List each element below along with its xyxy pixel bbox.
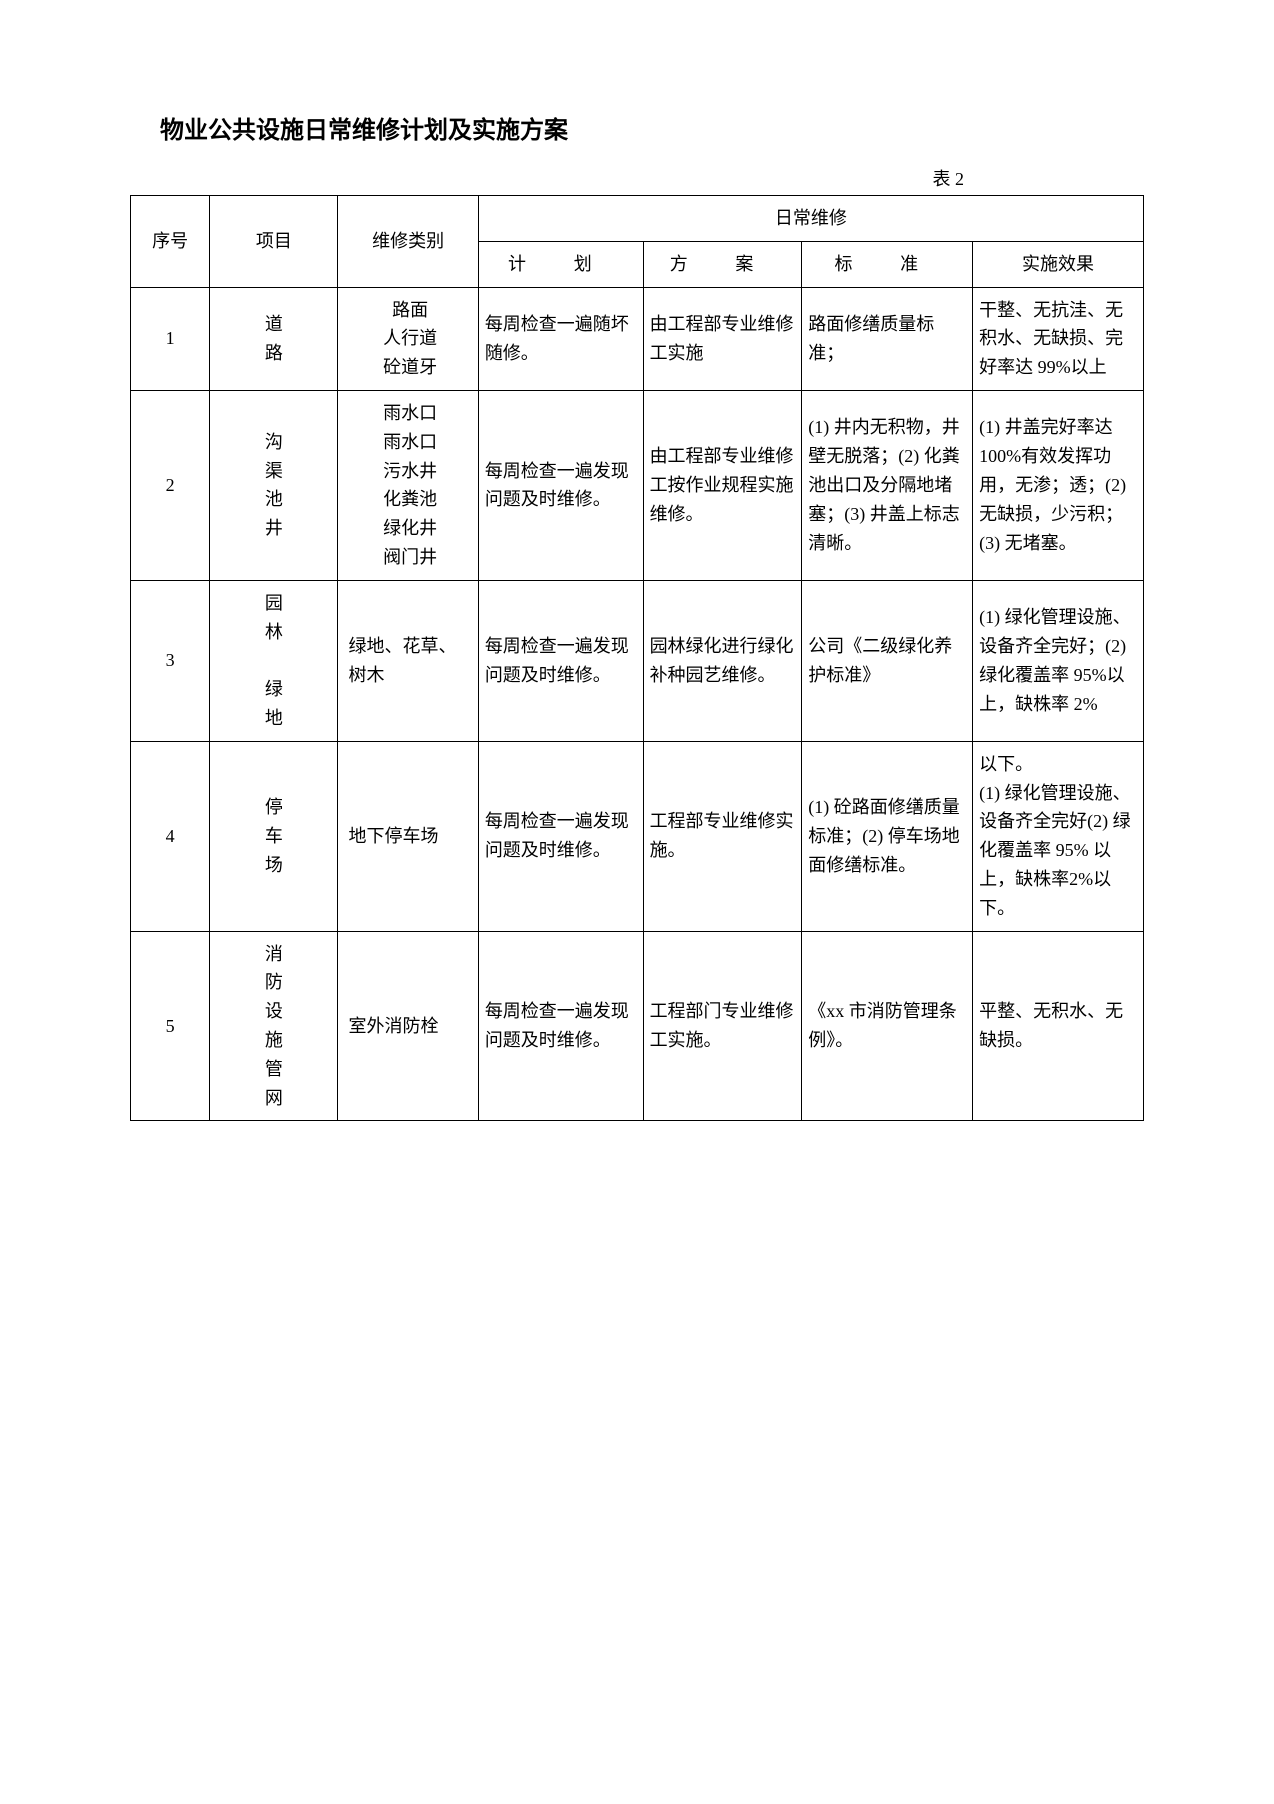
cell-type: 绿地、花草、树木 — [338, 580, 478, 741]
header-seq: 序号 — [131, 196, 210, 288]
table-row: 4停车场地下停车场每周检查一遍发现问题及时维修。工程部专业维修实施。(1) 砼路… — [131, 741, 1144, 931]
cell-plan: 每周检查一遍发现问题及时维修。 — [478, 741, 643, 931]
header-method: 方 案 — [643, 241, 802, 287]
cell-item: 停车场 — [210, 741, 338, 931]
cell-seq: 3 — [131, 580, 210, 741]
cell-plan: 每周检查一遍随坏随修。 — [478, 287, 643, 390]
cell-seq: 2 — [131, 390, 210, 580]
cell-standard: (1) 井内无积物，井壁无脱落；(2) 化粪池出口及分隔地堵塞；(3) 井盖上标… — [802, 390, 973, 580]
table-body: 1道路路面人行道砼道牙每周检查一遍随坏随修。由工程部专业维修工实施路面修缮质量标… — [131, 287, 1144, 1121]
cell-effect: 平整、无积水、无缺损。 — [973, 931, 1144, 1121]
table-row: 3园林 绿地绿地、花草、树木每周检查一遍发现问题及时维修。园林绿化进行绿化补种园… — [131, 580, 1144, 741]
cell-type: 室外消防栓 — [338, 931, 478, 1121]
cell-item: 园林 绿地 — [210, 580, 338, 741]
cell-type: 雨水口雨水口污水井化粪池绿化井阀门井 — [338, 390, 478, 580]
cell-seq: 4 — [131, 741, 210, 931]
cell-plan: 每周检查一遍发现问题及时维修。 — [478, 931, 643, 1121]
cell-seq: 5 — [131, 931, 210, 1121]
cell-type: 路面人行道砼道牙 — [338, 287, 478, 390]
document-title: 物业公共设施日常维修计划及实施方案 — [130, 110, 1144, 145]
cell-type: 地下停车场 — [338, 741, 478, 931]
header-plan: 计 划 — [478, 241, 643, 287]
cell-method: 园林绿化进行绿化补种园艺维修。 — [643, 580, 802, 741]
cell-method: 工程部专业维修实施。 — [643, 741, 802, 931]
cell-item: 消防设施管网 — [210, 931, 338, 1121]
header-standard: 标 准 — [802, 241, 973, 287]
table-number-label: 表 2 — [130, 165, 1144, 191]
cell-standard: 路面修缮质量标准； — [802, 287, 973, 390]
table-row: 2沟渠池井雨水口雨水口污水井化粪池绿化井阀门井每周检查一遍发现问题及时维修。由工… — [131, 390, 1144, 580]
maintenance-plan-table: 序号 项目 维修类别 日常维修 计 划 方 案 标 准 实施效果 1道路路面人行… — [130, 195, 1144, 1121]
cell-method: 由工程部专业维修工实施 — [643, 287, 802, 390]
cell-effect: (1) 井盖完好率达100%有效发挥功用，无渗；透；(2) 无缺损，少污积；(3… — [973, 390, 1144, 580]
cell-method: 由工程部专业维修工按作业规程实施维修。 — [643, 390, 802, 580]
cell-effect: 以下。(1) 绿化管理设施、设备齐全完好(2) 绿化覆盖率 95% 以上，缺株率… — [973, 741, 1144, 931]
cell-effect: (1) 绿化管理设施、设备齐全完好；(2) 绿化覆盖率 95%以上，缺株率 2% — [973, 580, 1144, 741]
cell-standard: 公司《二级绿化养护标准》 — [802, 580, 973, 741]
cell-effect: 干整、无抗洼、无积水、无缺损、完好率达 99%以上 — [973, 287, 1144, 390]
table-row: 5消防设施管网室外消防栓每周检查一遍发现问题及时维修。工程部门专业维修工实施。《… — [131, 931, 1144, 1121]
table-row: 1道路路面人行道砼道牙每周检查一遍随坏随修。由工程部专业维修工实施路面修缮质量标… — [131, 287, 1144, 390]
cell-standard: (1) 砼路面修缮质量标准；(2) 停车场地面修缮标准。 — [802, 741, 973, 931]
cell-item: 道路 — [210, 287, 338, 390]
cell-item: 沟渠池井 — [210, 390, 338, 580]
cell-plan: 每周检查一遍发现问题及时维修。 — [478, 580, 643, 741]
cell-standard: 《xx 市消防管理条例》。 — [802, 931, 973, 1121]
header-type: 维修类别 — [338, 196, 478, 288]
cell-method: 工程部门专业维修工实施。 — [643, 931, 802, 1121]
header-daily-maint: 日常维修 — [478, 196, 1143, 242]
header-item: 项目 — [210, 196, 338, 288]
cell-plan: 每周检查一遍发现问题及时维修。 — [478, 390, 643, 580]
header-effect: 实施效果 — [973, 241, 1144, 287]
cell-seq: 1 — [131, 287, 210, 390]
